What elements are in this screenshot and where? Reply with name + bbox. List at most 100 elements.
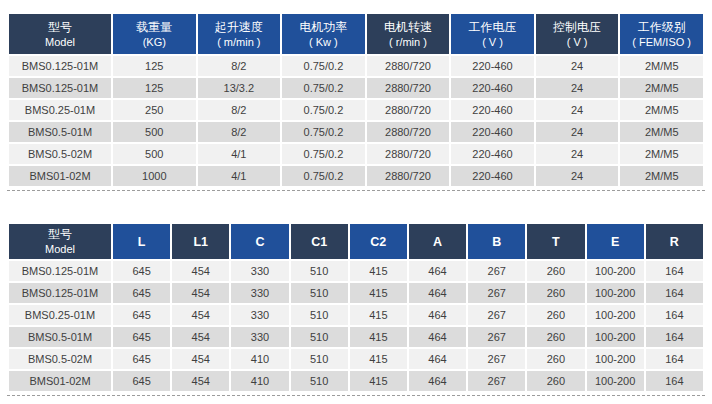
dimension-table-section: 型号ModelLL1CC1C2ABTER BMS0.125-01M6454543… <box>7 222 705 396</box>
value-cell: 2880/720 <box>367 56 450 76</box>
value-cell: 464 <box>409 371 466 391</box>
column-header-line1: 电机转速 <box>367 19 450 35</box>
value-cell: 4/1 <box>198 166 281 186</box>
value-cell: 454 <box>172 305 229 325</box>
value-cell: 260 <box>527 371 584 391</box>
table-row: BMS0.25-01M2508/20.75/0.22880/720220-460… <box>9 100 703 120</box>
column-header-line1: B <box>468 234 525 250</box>
value-cell: 100-200 <box>587 327 644 347</box>
value-cell: 415 <box>350 349 407 369</box>
column-header: 起升速度( m/min ) <box>198 14 281 54</box>
table-row: BMS0.5-01M5008/20.75/0.22880/720220-4602… <box>9 122 703 142</box>
column-header-line2: ( m/min ) <box>198 35 281 50</box>
column-header: A <box>409 224 466 259</box>
column-header: 载重量(KG) <box>113 14 196 54</box>
value-cell: 100-200 <box>587 283 644 303</box>
column-header-line2: Model <box>9 242 111 257</box>
value-cell: 164 <box>646 349 703 369</box>
value-cell: 2M/M5 <box>620 166 703 186</box>
model-cell: BMS0.125-01M <box>9 283 111 303</box>
value-cell: 220-460 <box>451 100 534 120</box>
value-cell: 24 <box>536 78 619 98</box>
column-header-line1: R <box>646 234 703 250</box>
value-cell: 267 <box>468 371 525 391</box>
value-cell: 330 <box>231 327 288 347</box>
column-header: 电机功率( Kw ) <box>282 14 365 54</box>
model-cell: BMS0.5-02M <box>9 144 111 164</box>
column-header-line2: Model <box>9 35 111 50</box>
value-cell: 267 <box>468 261 525 281</box>
value-cell: 267 <box>468 327 525 347</box>
column-header-line2: (KG) <box>113 35 196 50</box>
value-cell: 267 <box>468 305 525 325</box>
model-cell: BMS01-02M <box>9 371 111 391</box>
column-header: 型号Model <box>9 224 111 259</box>
value-cell: 330 <box>231 305 288 325</box>
model-cell: BMS0.125-01M <box>9 261 111 281</box>
value-cell: 260 <box>527 349 584 369</box>
dimension-table-dashed-divider <box>7 393 705 396</box>
value-cell: 510 <box>291 327 348 347</box>
model-cell: BMS0.5-01M <box>9 327 111 347</box>
table-row: BMS0.5-01M645454330510415464267260100-20… <box>9 327 703 347</box>
column-header: 工作级别( FEM/ISO ) <box>620 14 703 54</box>
value-cell: 645 <box>113 349 170 369</box>
value-cell: 267 <box>468 349 525 369</box>
model-cell: BMS01-02M <box>9 166 111 186</box>
value-cell: 24 <box>536 56 619 76</box>
value-cell: 0.75/0.2 <box>282 78 365 98</box>
value-cell: 100-200 <box>587 349 644 369</box>
value-cell: 100-200 <box>587 371 644 391</box>
value-cell: 24 <box>536 100 619 120</box>
value-cell: 2M/M5 <box>620 78 703 98</box>
column-header-line1: 载重量 <box>113 19 196 35</box>
value-cell: 645 <box>113 371 170 391</box>
value-cell: 220-460 <box>451 122 534 142</box>
table-row: BMS0.5-02M5004/10.75/0.22880/720220-4602… <box>9 144 703 164</box>
column-header-line1: 工作级别 <box>620 19 703 35</box>
value-cell: 454 <box>172 371 229 391</box>
value-cell: 8/2 <box>198 100 281 120</box>
table-row: BMS0.25-01M645454330510415464267260100-2… <box>9 305 703 325</box>
value-cell: 164 <box>646 305 703 325</box>
value-cell: 1000 <box>113 166 196 186</box>
value-cell: 2880/720 <box>367 144 450 164</box>
column-header-line1: A <box>409 234 466 250</box>
model-cell: BMS0.25-01M <box>9 305 111 325</box>
value-cell: 0.75/0.2 <box>282 56 365 76</box>
value-cell: 645 <box>113 261 170 281</box>
value-cell: 2M/M5 <box>620 56 703 76</box>
value-cell: 267 <box>468 283 525 303</box>
page: 型号Model 载重量(KG)起升速度( m/min )电机功率( Kw )电机转… <box>0 0 712 404</box>
value-cell: 415 <box>350 283 407 303</box>
value-cell: 410 <box>231 349 288 369</box>
model-cell: BMS0.5-02M <box>9 349 111 369</box>
spec-table: 型号Model载重量(KG)起升速度( m/min )电机功率( Kw )电机转… <box>7 12 705 188</box>
column-header: 工作电压( V ) <box>451 14 534 54</box>
value-cell: 260 <box>527 261 584 281</box>
value-cell: 415 <box>350 261 407 281</box>
value-cell: 250 <box>113 100 196 120</box>
column-header: C1 <box>291 224 348 259</box>
model-cell: BMS0.25-01M <box>9 100 111 120</box>
value-cell: 0.75/0.2 <box>282 166 365 186</box>
value-cell: 510 <box>291 283 348 303</box>
value-cell: 125 <box>113 56 196 76</box>
value-cell: 464 <box>409 327 466 347</box>
value-cell: 645 <box>113 283 170 303</box>
value-cell: 260 <box>527 327 584 347</box>
value-cell: 510 <box>291 305 348 325</box>
column-header-line1: T <box>527 234 584 250</box>
value-cell: 330 <box>231 283 288 303</box>
value-cell: 8/2 <box>198 56 281 76</box>
column-header: L <box>113 224 170 259</box>
value-cell: 464 <box>409 305 466 325</box>
value-cell: 510 <box>291 349 348 369</box>
model-cell: BMS0.125-01M <box>9 78 111 98</box>
value-cell: 454 <box>172 349 229 369</box>
column-header: B <box>468 224 525 259</box>
value-cell: 415 <box>350 327 407 347</box>
table-row: BMS0.125-01M12513/3.20.75/0.22880/720220… <box>9 78 703 98</box>
column-header-line2: ( FEM/ISO ) <box>620 35 703 50</box>
column-header: C2 <box>350 224 407 259</box>
